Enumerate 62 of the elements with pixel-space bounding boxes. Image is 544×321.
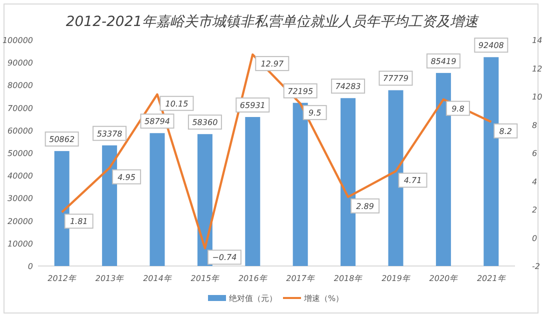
y-tick-label: 70000 bbox=[8, 104, 33, 113]
data-label: 4.71 bbox=[404, 176, 422, 186]
y-tick-label: 60000 bbox=[8, 126, 33, 136]
x-tick-label: 2015年 bbox=[190, 274, 220, 283]
x-tick-label: 2021年 bbox=[476, 274, 506, 283]
legend-label: 绝对值（元） bbox=[229, 294, 277, 303]
x-tick-label: 2014年 bbox=[143, 274, 172, 283]
data-label: 74283 bbox=[335, 82, 361, 92]
data-label: 1.81 bbox=[70, 217, 88, 226]
y-tick-label: 10000 bbox=[8, 239, 33, 248]
bar bbox=[150, 133, 165, 266]
y2-tick-label: 2 bbox=[532, 206, 538, 214]
y2-tick-label: 6 bbox=[532, 149, 538, 158]
data-label: 9.5 bbox=[308, 108, 322, 118]
y2-tick-label: 10 bbox=[532, 92, 542, 102]
y-tick-label: 0 bbox=[28, 262, 33, 271]
bar bbox=[388, 90, 404, 266]
y2-tick-label: -2 bbox=[532, 262, 540, 271]
y2-tick-label: 14 bbox=[532, 36, 542, 45]
data-label: 53378 bbox=[96, 129, 122, 138]
y-tick-label: 80000 bbox=[8, 81, 33, 90]
y2-tick-label: 4 bbox=[532, 177, 538, 186]
data-label: 65931 bbox=[240, 100, 266, 110]
bar bbox=[436, 72, 451, 266]
y2-tick-label: 12 bbox=[532, 64, 542, 74]
legend-label: 增速（%） bbox=[303, 294, 344, 303]
y-tick-label: 100000 bbox=[2, 36, 33, 45]
y-tick-label: 20000 bbox=[8, 216, 33, 226]
y-tick-label: 30000 bbox=[8, 194, 33, 204]
data-label: 85419 bbox=[430, 56, 456, 66]
data-label: 92408 bbox=[478, 41, 504, 50]
x-tick-label: 2016年 bbox=[238, 274, 268, 283]
data-label: 10.15 bbox=[165, 99, 188, 108]
chart-title: 2012-2021年嘉峪关市城镇非私营单位就业人员年平均工资及增速 bbox=[66, 14, 480, 30]
data-label: 50862 bbox=[49, 135, 75, 144]
bar bbox=[54, 151, 70, 266]
bar bbox=[292, 102, 308, 266]
data-label: 12.97 bbox=[260, 60, 285, 69]
data-label: 4.95 bbox=[118, 172, 136, 182]
data-label: 8.2 bbox=[499, 126, 512, 136]
bar bbox=[484, 57, 499, 266]
x-tick-label: 2012年 bbox=[48, 274, 78, 283]
bar bbox=[340, 98, 356, 266]
y-tick-label: 90000 bbox=[8, 58, 33, 68]
data-label: 58360 bbox=[192, 118, 218, 128]
x-tick-label: 2019年 bbox=[382, 274, 411, 283]
y-tick-label: 50000 bbox=[8, 149, 33, 158]
y-tick-label: 40000 bbox=[8, 172, 33, 181]
bar bbox=[102, 145, 118, 266]
data-label: 58794 bbox=[144, 117, 170, 126]
data-label: 77779 bbox=[383, 74, 408, 84]
data-label: 9.8 bbox=[452, 104, 464, 114]
y2-tick-label: 8 bbox=[532, 120, 538, 130]
data-label: 72195 bbox=[288, 86, 314, 96]
x-tick-label: 2013年 bbox=[95, 274, 125, 283]
x-tick-label: 2020年 bbox=[429, 274, 459, 283]
y2-tick-label: 0 bbox=[532, 234, 538, 243]
x-tick-label: 2018年 bbox=[334, 274, 364, 283]
data-label: 2.89 bbox=[356, 202, 374, 211]
bar bbox=[245, 116, 260, 266]
data-label: −0.74 bbox=[212, 253, 237, 262]
x-tick-label: 2017年 bbox=[286, 274, 316, 283]
